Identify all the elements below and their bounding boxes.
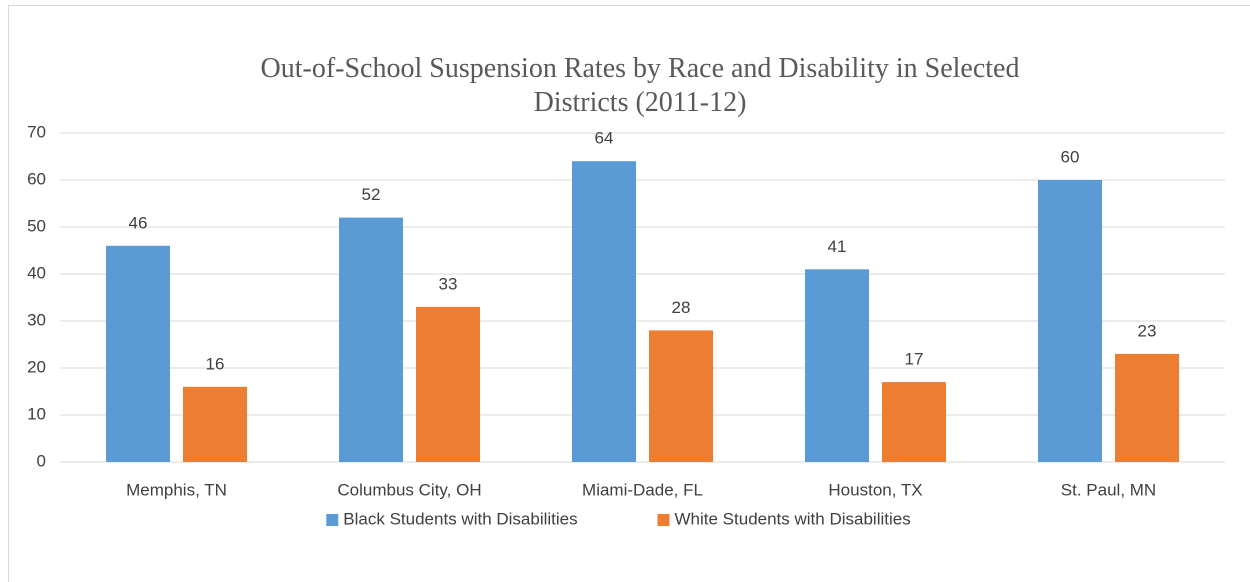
data-label: 33 [439,274,458,293]
bar [339,217,403,462]
bar [183,386,247,462]
chart-title: Out-of-School Suspension Rates by Race a… [260,53,1020,118]
y-tick-label: 70 [27,122,46,141]
data-label: 41 [828,237,847,256]
legend-swatch [657,514,670,526]
data-label: 16 [206,354,225,373]
bar [1115,353,1179,462]
x-tick-label: Memphis, TN [126,480,227,499]
y-tick-label: 20 [27,357,46,376]
legend-label: Black Students with Disabilities [343,509,577,528]
legend-swatch [326,514,339,526]
y-tick-label: 60 [27,169,46,188]
y-tick-label: 30 [27,310,46,329]
x-tick-label: St. Paul, MN [1061,480,1156,499]
bar [416,306,480,462]
bar [106,245,170,462]
y-tick-label: 10 [27,404,46,423]
bar [572,161,636,462]
data-label: 46 [129,213,148,232]
bar [1038,180,1102,462]
data-label: 60 [1061,147,1080,166]
data-label: 52 [362,185,381,204]
y-tick-label: 40 [27,263,46,282]
x-tick-label: Columbus City, OH [337,480,481,499]
chart-frame [8,5,1250,582]
bar [882,382,946,462]
y-tick-label: 0 [37,451,46,470]
legend-label: White Students with Disabilities [675,509,911,528]
y-tick-label: 50 [27,216,46,235]
x-tick-label: Miami-Dade, FL [582,480,703,499]
data-label: 64 [595,129,614,148]
data-label: 23 [1138,321,1157,340]
x-tick-label: Houston, TX [828,480,922,499]
data-label: 28 [672,298,691,317]
data-label: 17 [905,350,924,369]
bar [649,330,713,462]
bar [805,269,869,462]
